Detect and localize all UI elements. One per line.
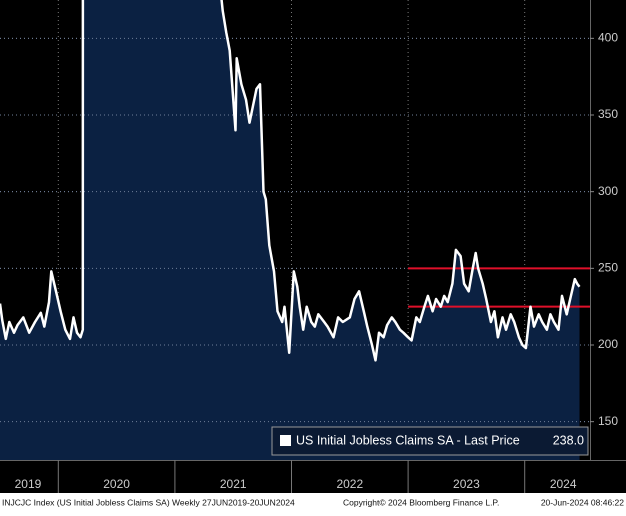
- y-tick-label: 400: [598, 31, 618, 45]
- x-tick-label: 2023: [453, 477, 480, 491]
- y-tick-label: 350: [598, 107, 618, 121]
- legend-label: US Initial Jobless Claims SA - Last Pric…: [296, 433, 520, 447]
- footer-right: 20-Jun-2024 08:46:22: [541, 497, 624, 507]
- x-tick-label: 2020: [103, 477, 130, 491]
- x-tick-label: 2022: [336, 477, 363, 491]
- legend-swatch: [280, 435, 291, 446]
- footer-center: Copyright© 2024 Bloomberg Finance L.P.: [343, 497, 499, 507]
- footer-background: [0, 493, 626, 511]
- overlay: 150 200 250 300 350 400 2019 2020 2021 2022 2023 20…: [15, 31, 618, 493]
- x-tick-label: 2021: [220, 477, 247, 491]
- y-tick-label: 250: [598, 261, 618, 275]
- x-tick-label: 2024: [550, 477, 577, 491]
- y-tick-label: 300: [598, 184, 618, 198]
- plot-area: [0, 0, 590, 460]
- legend-last-value: 238.0: [553, 433, 584, 447]
- line: [0, 0, 581, 362]
- footer-left: INJCJC Index (US Initial Jobless Claims …: [2, 497, 295, 507]
- legend-box: [271, 426, 589, 456]
- x-tick-label: 2019: [15, 477, 42, 491]
- y-tick-label: 200: [598, 337, 618, 351]
- y-tick-label: 150: [598, 414, 618, 428]
